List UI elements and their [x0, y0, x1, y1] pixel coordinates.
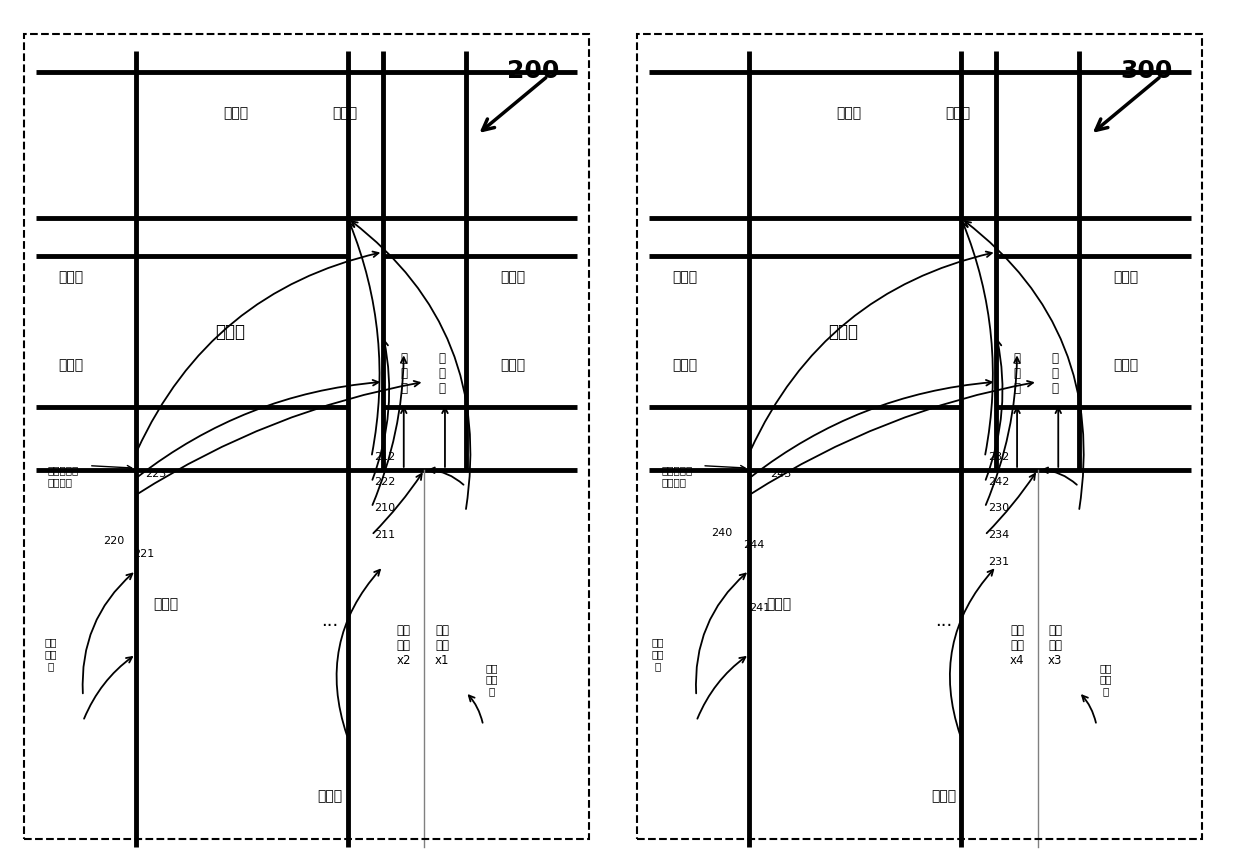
Text: 222: 222 [374, 478, 395, 487]
Text: 223: 223 [145, 469, 166, 479]
Text: 230: 230 [987, 503, 1009, 512]
Text: 入口
车道
x4: 入口 车道 x4 [1010, 625, 1025, 667]
Text: 210: 210 [374, 503, 395, 512]
Text: 引
导
区: 引 导 区 [400, 352, 408, 395]
Text: 出口道: 出口道 [1114, 358, 1139, 372]
Text: ...: ... [935, 612, 952, 630]
Text: 路口区: 路口区 [216, 322, 245, 340]
Text: 220: 220 [104, 536, 125, 546]
Text: 200: 200 [507, 59, 560, 83]
Text: 入口道: 入口道 [58, 358, 84, 372]
Text: 入口道: 入口道 [930, 790, 957, 804]
Text: 车道
分隔
线: 车道 分隔 线 [486, 663, 498, 696]
Text: 引
导
区: 引 导 区 [439, 352, 446, 395]
Text: 221: 221 [133, 549, 155, 559]
Text: 引
导
区: 引 导 区 [1014, 352, 1021, 395]
Text: 出口道: 出口道 [152, 597, 178, 611]
Text: 300: 300 [1120, 59, 1173, 83]
Text: 出口道: 出口道 [945, 106, 971, 121]
Text: 231: 231 [987, 557, 1009, 567]
Text: 入口
车道
x1: 入口 车道 x1 [435, 625, 450, 667]
Text: 入口道: 入口道 [836, 106, 862, 121]
Text: 入口道: 入口道 [501, 270, 525, 284]
Text: ...: ... [322, 612, 338, 630]
Text: 入口
车道
x3: 入口 车道 x3 [1048, 625, 1063, 667]
Text: 232: 232 [987, 452, 1009, 462]
Text: 入口道: 入口道 [317, 790, 343, 804]
Text: 入口道: 入口道 [1114, 270, 1139, 284]
Text: 入口道: 入口道 [223, 106, 249, 121]
Text: 车道
分隔
线: 车道 分隔 线 [45, 638, 57, 670]
Text: 出口道: 出口道 [58, 270, 84, 284]
Text: 240: 240 [711, 528, 732, 537]
Text: 引
导
区: 引 导 区 [1052, 352, 1059, 395]
Text: 242: 242 [987, 478, 1009, 487]
Text: 入口道: 入口道 [672, 358, 698, 372]
Text: 244: 244 [743, 540, 764, 550]
Text: 车道
分隔
线: 车道 分隔 线 [1099, 663, 1111, 696]
Text: 241: 241 [750, 603, 771, 613]
Text: 路口区驶出
口边界线: 路口区驶出 口边界线 [47, 466, 79, 487]
Text: 出口道: 出口道 [672, 270, 698, 284]
Text: 212: 212 [374, 452, 395, 462]
Text: 出口道: 出口道 [501, 358, 525, 372]
Text: 出口道: 出口道 [332, 106, 358, 121]
Text: 路口区驶出
口边界线: 路口区驶出 口边界线 [662, 466, 693, 487]
Text: 路口区: 路口区 [829, 322, 859, 340]
Text: 入口
车道
x2: 入口 车道 x2 [396, 625, 411, 667]
Text: 出口道: 出口道 [766, 597, 792, 611]
Text: 车道
分隔
线: 车道 分隔 线 [652, 638, 664, 670]
Text: 234: 234 [987, 530, 1009, 540]
Text: 211: 211 [374, 530, 395, 540]
Text: 243: 243 [769, 469, 792, 479]
